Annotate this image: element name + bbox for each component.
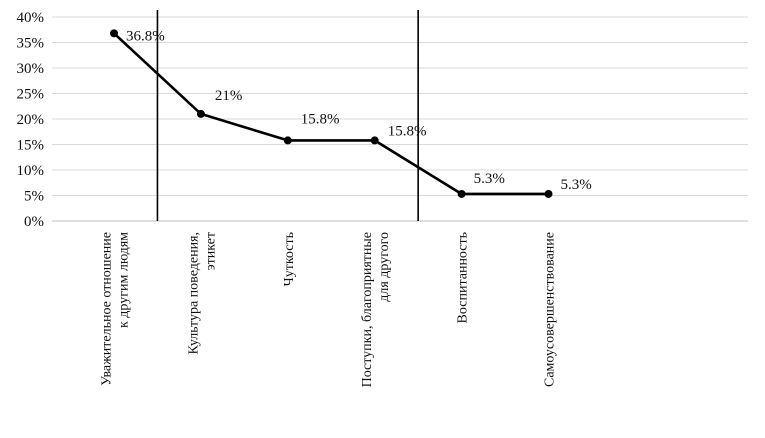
data-label: 5.3%	[561, 177, 592, 193]
x-category-label-line: Поступки, благоприятные	[360, 232, 375, 387]
y-tick-label: 15%	[17, 138, 45, 154]
data-label: 21%	[215, 88, 243, 104]
gridlines	[52, 16, 748, 222]
data-point	[544, 189, 553, 198]
y-tick-label: 30%	[17, 61, 45, 77]
data-point	[196, 109, 205, 118]
x-axis-category-labels: Уважительное отношение к другим людям Куль…	[100, 232, 558, 388]
series-points	[110, 29, 553, 198]
group-separators	[156, 10, 419, 221]
x-category-label: Поступки, благоприятные для другого	[360, 232, 392, 387]
x-category-label-line: для другого	[377, 232, 392, 302]
data-label: 15.8%	[388, 123, 427, 139]
data-point	[457, 189, 466, 198]
data-point	[283, 136, 292, 145]
y-axis-tick-labels: 0% 5% 10% 15% 20% 25% 30% 35% 40%	[17, 10, 45, 230]
data-labels: 36.8% 21% 15.8% 15.8% 5.3% 5.3%	[126, 28, 592, 193]
data-label: 36.8%	[126, 28, 165, 44]
x-category-label-line: Культура поведения,	[186, 232, 201, 354]
x-category-label: Воспитанность	[456, 232, 471, 323]
data-label: 15.8%	[301, 111, 340, 127]
series-polyline	[113, 32, 549, 196]
y-tick-label: 35%	[17, 36, 45, 52]
y-tick-label: 0%	[24, 214, 44, 230]
x-category-label-line: к другим людям	[117, 232, 132, 328]
y-tick-label: 5%	[24, 189, 44, 205]
x-category-label-line: Самоусовершенствование	[543, 232, 558, 387]
y-tick-label: 25%	[17, 87, 45, 103]
y-tick-label: 40%	[17, 10, 45, 26]
data-label: 5.3%	[474, 171, 505, 187]
data-point	[370, 136, 379, 145]
x-category-label: Уважительное отношение к другим людям	[100, 232, 132, 386]
x-category-label-line: Чуткость	[282, 232, 297, 286]
x-category-label-line: Уважительное отношение	[100, 232, 115, 386]
y-tick-label: 20%	[17, 112, 45, 128]
x-category-label: Самоусовершенствование	[543, 232, 558, 387]
y-tick-label: 10%	[17, 163, 45, 179]
x-category-label-line: Воспитанность	[456, 232, 471, 323]
x-category-label: Чуткость	[282, 232, 297, 286]
x-category-label: Культура поведения, этикет	[186, 232, 218, 354]
data-point	[110, 29, 118, 38]
series-line	[113, 32, 549, 196]
x-category-label-line: этикет	[203, 232, 218, 270]
